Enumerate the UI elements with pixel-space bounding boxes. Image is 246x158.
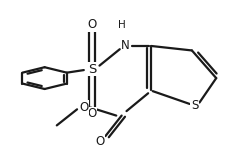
- Text: S: S: [88, 63, 96, 76]
- Text: O: O: [79, 101, 89, 114]
- Text: N: N: [121, 40, 130, 52]
- Text: H: H: [118, 21, 125, 30]
- Text: S: S: [191, 99, 198, 112]
- Text: O: O: [95, 135, 105, 148]
- Text: O: O: [87, 18, 96, 31]
- Text: O: O: [87, 107, 96, 120]
